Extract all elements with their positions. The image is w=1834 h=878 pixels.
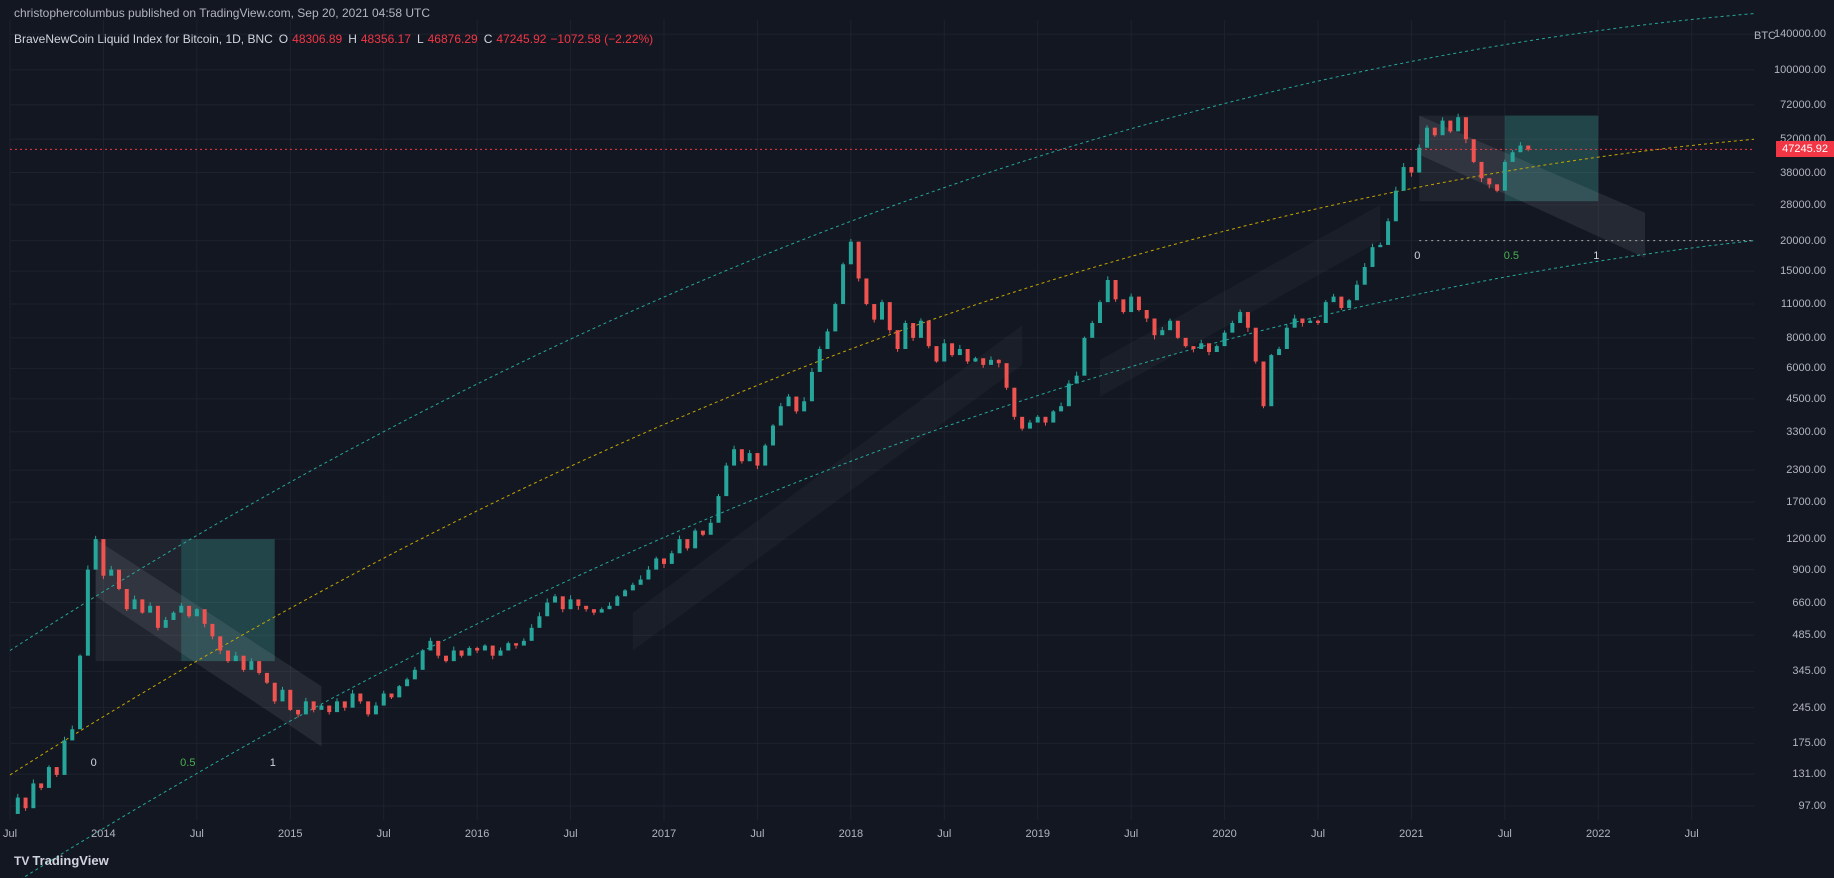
y-tick: 131.00 bbox=[1792, 768, 1826, 780]
y-tick: 1200.00 bbox=[1786, 533, 1826, 545]
y-tick: 15000.00 bbox=[1780, 265, 1826, 277]
y-tick: 175.00 bbox=[1792, 737, 1826, 749]
close-label: C bbox=[484, 32, 493, 46]
x-tick: Jul bbox=[750, 828, 764, 840]
y-tick: 100000.00 bbox=[1774, 64, 1826, 76]
low-value: 46876.29 bbox=[428, 32, 478, 46]
y-tick: 20000.00 bbox=[1780, 235, 1826, 247]
fib-label: 0 bbox=[1414, 250, 1420, 262]
x-tick: 2020 bbox=[1212, 828, 1236, 840]
x-tick: 2015 bbox=[278, 828, 302, 840]
y-tick: 245.00 bbox=[1792, 702, 1826, 714]
y-tick: 8000.00 bbox=[1786, 332, 1826, 344]
x-tick: Jul bbox=[1124, 828, 1138, 840]
chart-container: christophercolumbus published on Trading… bbox=[0, 0, 1834, 878]
x-tick: Jul bbox=[1498, 828, 1512, 840]
x-axis[interactable]: Jul 2014 Jul 2015 Jul 2016 Jul 2017 Jul 2018 Jul 20… bbox=[0, 828, 1754, 848]
x-tick: 2018 bbox=[839, 828, 863, 840]
x-tick: Jul bbox=[937, 828, 951, 840]
fib-label: 1 bbox=[1593, 250, 1599, 262]
fib-label: 1 bbox=[270, 757, 276, 769]
y-tick: 140000.00 bbox=[1774, 28, 1826, 40]
y-tick: 900.00 bbox=[1792, 564, 1826, 576]
watermark-text: TradingView bbox=[32, 853, 108, 868]
x-tick: 2019 bbox=[1025, 828, 1049, 840]
y-tick: 2300.00 bbox=[1786, 464, 1826, 476]
y-tick: 1700.00 bbox=[1786, 496, 1826, 508]
y-tick: 11000.00 bbox=[1781, 298, 1826, 310]
y-tick: 485.00 bbox=[1792, 629, 1826, 641]
high-value: 48356.17 bbox=[361, 32, 411, 46]
publish-info: christophercolumbus published on Trading… bbox=[14, 6, 430, 20]
x-tick: 2021 bbox=[1399, 828, 1423, 840]
symbol-info: BraveNewCoin Liquid Index for Bitcoin, 1… bbox=[14, 32, 653, 46]
y-tick: 660.00 bbox=[1792, 597, 1826, 609]
x-tick: Jul bbox=[377, 828, 391, 840]
x-tick: 2017 bbox=[652, 828, 676, 840]
chart-svg[interactable] bbox=[0, 0, 1834, 878]
open-value: 48306.89 bbox=[292, 32, 342, 46]
change-value: −1072.58 (−2.22%) bbox=[550, 32, 653, 46]
y-tick: 4500.00 bbox=[1786, 393, 1826, 405]
fib-label: 0.5 bbox=[1504, 250, 1519, 262]
y-tick: 3300.00 bbox=[1786, 426, 1826, 438]
y-axis[interactable]: BTC 140000.00100000.0072000.0052000.0038… bbox=[1754, 0, 1834, 838]
x-tick: Jul bbox=[1311, 828, 1325, 840]
y-tick: 97.00 bbox=[1798, 800, 1826, 812]
high-label: H bbox=[348, 32, 357, 46]
tv-logo-icon: TV bbox=[14, 854, 29, 868]
close-value: 47245.92 bbox=[496, 32, 546, 46]
x-tick: Jul bbox=[190, 828, 204, 840]
symbol-name: BraveNewCoin Liquid Index for Bitcoin, 1… bbox=[14, 32, 273, 46]
x-tick: Jul bbox=[3, 828, 17, 840]
x-tick: 2014 bbox=[91, 828, 115, 840]
x-tick: Jul bbox=[564, 828, 578, 840]
y-tick: 72000.00 bbox=[1780, 99, 1826, 111]
current-price-label: 47245.92 bbox=[1776, 141, 1834, 157]
open-label: O bbox=[279, 32, 288, 46]
y-tick: 38000.00 bbox=[1780, 167, 1826, 179]
x-tick: 2016 bbox=[465, 828, 489, 840]
low-label: L bbox=[417, 32, 424, 46]
fib-label: 0 bbox=[91, 757, 97, 769]
x-tick: Jul bbox=[1685, 828, 1699, 840]
fib-label: 0.5 bbox=[180, 757, 195, 769]
y-axis-symbol: BTC bbox=[1754, 30, 1776, 42]
x-tick: 2022 bbox=[1586, 828, 1610, 840]
tradingview-watermark: TV TradingView bbox=[14, 853, 109, 868]
y-tick: 6000.00 bbox=[1786, 362, 1826, 374]
y-tick: 345.00 bbox=[1792, 665, 1826, 677]
y-tick: 28000.00 bbox=[1780, 199, 1826, 211]
